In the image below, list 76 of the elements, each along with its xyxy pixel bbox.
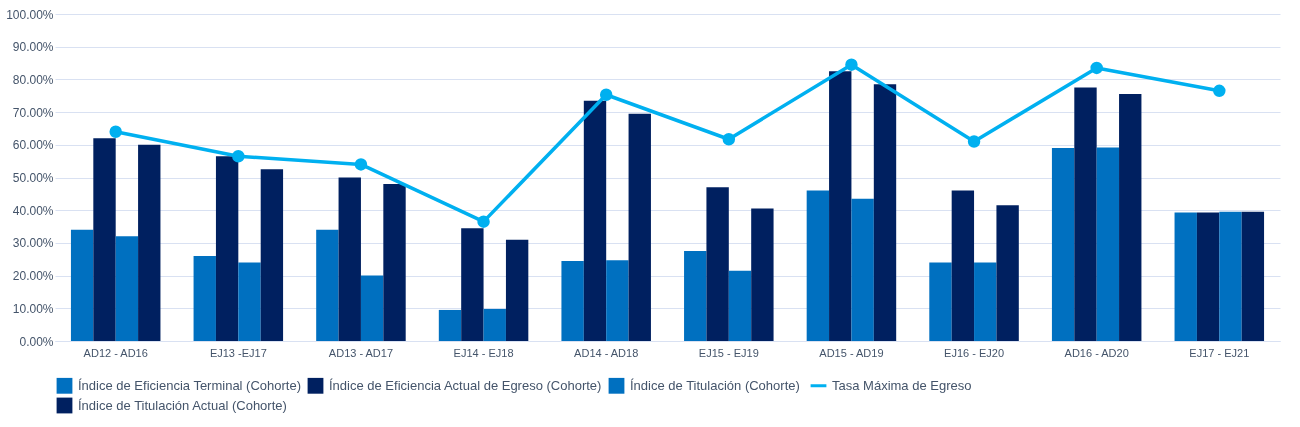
x-tick-label: AD15 - AD19 [819, 346, 884, 359]
bar [706, 187, 729, 341]
point [967, 135, 981, 148]
legend-label: Tasa Máxima de Egreso [832, 377, 972, 393]
bar [483, 308, 506, 341]
point [722, 133, 736, 146]
bar [338, 177, 361, 341]
y-tick-label: 60.00% [12, 138, 54, 153]
y-tick-label: 20.00% [12, 269, 54, 284]
point [477, 215, 490, 228]
bar [383, 184, 406, 341]
point [845, 58, 858, 71]
bar [1096, 147, 1120, 341]
bar [561, 260, 584, 341]
x-tick-label: AD13 - AD17 [328, 346, 394, 359]
y-tick-label: 0.00% [19, 334, 54, 349]
legend-label: Índice de Eficiencia Terminal (Cohorte) [78, 377, 302, 393]
bar [606, 260, 629, 341]
bar [829, 71, 852, 341]
legend-label: Índice de Titulación (Cohorte) [630, 377, 800, 393]
point [1090, 61, 1103, 75]
bar [1174, 212, 1197, 341]
x-tick-label: EJ13 -EJ17 [209, 346, 267, 359]
x-tick-label: AD12 - AD16 [83, 346, 148, 359]
x-tick-label: AD16 - AD20 [1064, 346, 1129, 359]
bar [583, 100, 607, 341]
bar [438, 309, 462, 341]
y-tick-label: 90.00% [12, 40, 54, 55]
bar [1074, 87, 1097, 341]
bar [684, 251, 707, 341]
y-tick-label: 80.00% [12, 72, 54, 87]
y-tick-label: 50.00% [12, 171, 54, 185]
bar [728, 270, 752, 341]
y-tick-label: 30.00% [12, 236, 54, 251]
bar [93, 138, 116, 341]
y-tick-label: 70.00% [12, 105, 54, 120]
point [354, 158, 368, 171]
point [599, 88, 613, 101]
bar [505, 239, 529, 341]
bar [996, 205, 1019, 341]
point [232, 150, 245, 163]
bar [951, 190, 975, 341]
legend-label: Índice de Eficiencia Actual de Egreso (Cohorte) [329, 377, 602, 393]
bar [628, 113, 651, 341]
y-tick-label: 100.00% [6, 7, 54, 22]
bar [1219, 211, 1242, 341]
bar [851, 198, 874, 341]
x-tick-label: EJ17 - EJ21 [1189, 346, 1250, 359]
bar [806, 190, 830, 341]
bar [1241, 211, 1265, 341]
x-tick-label: AD14 - AD18 [574, 346, 639, 359]
bar [1196, 212, 1220, 341]
bar [115, 236, 139, 341]
bar [193, 255, 216, 341]
bar [751, 208, 774, 341]
bar [1119, 94, 1142, 341]
bar [138, 144, 161, 341]
y-tick-label: 40.00% [12, 203, 54, 218]
bar [316, 229, 339, 341]
bar [70, 229, 94, 341]
bar [215, 156, 239, 341]
bar [873, 84, 897, 341]
point [109, 125, 122, 138]
point [1213, 84, 1226, 98]
bar [974, 262, 997, 341]
bar [260, 169, 284, 341]
bar [238, 262, 261, 341]
bar [360, 275, 384, 341]
x-tick-label: EJ16 - EJ20 [944, 346, 1005, 359]
x-tick-label: EJ14 - EJ18 [453, 346, 514, 359]
bar [1051, 148, 1075, 341]
y-tick-label: 10.00% [12, 301, 54, 316]
bar [929, 262, 952, 341]
legend-label: Índice de Titulación Actual (Cohorte) [78, 397, 287, 413]
bar [461, 228, 484, 341]
x-tick-label: EJ15 - EJ19 [698, 346, 759, 359]
